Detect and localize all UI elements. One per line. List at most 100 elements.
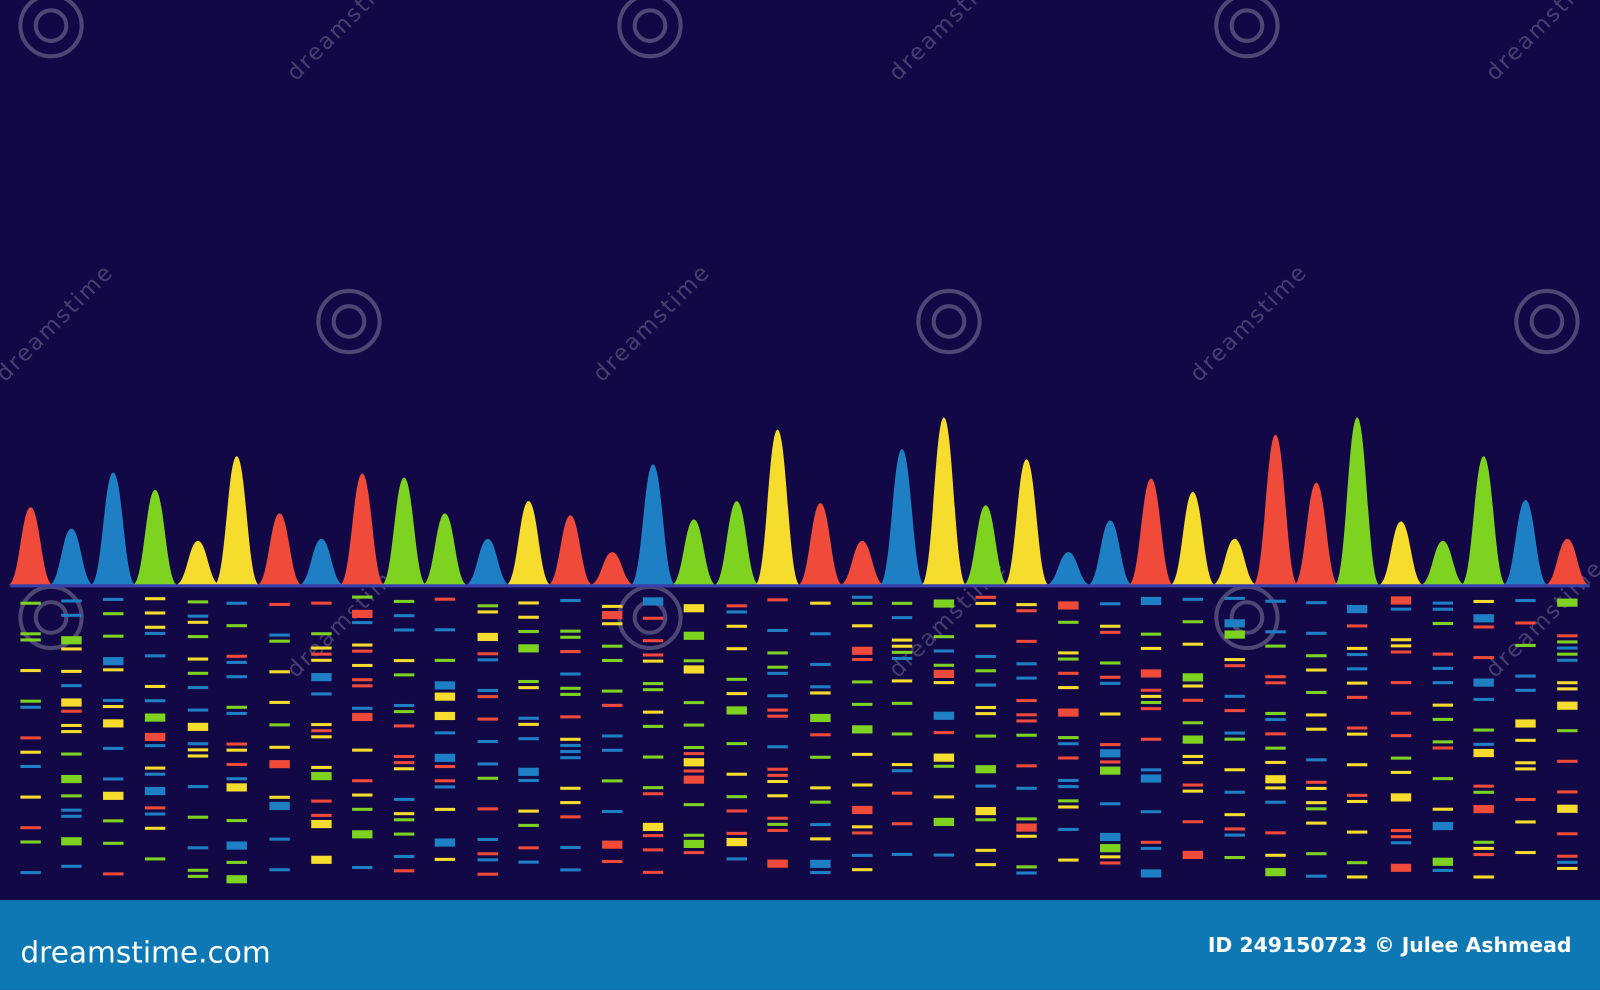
band (226, 777, 247, 781)
band (20, 736, 41, 740)
band (1557, 652, 1578, 656)
band (1306, 786, 1327, 790)
band (1390, 756, 1412, 760)
band (226, 860, 247, 864)
band (933, 649, 955, 653)
band (226, 601, 247, 605)
band (810, 691, 831, 695)
band (187, 748, 209, 752)
band (434, 838, 456, 847)
band (602, 622, 623, 626)
band (1346, 653, 1368, 657)
band (767, 816, 788, 820)
band (434, 764, 456, 769)
watermark-spiral (331, 304, 367, 339)
band (726, 857, 747, 861)
band (1265, 681, 1286, 685)
band (1224, 630, 1245, 639)
band (144, 812, 166, 816)
band (226, 705, 247, 709)
band (393, 818, 415, 822)
band (891, 852, 913, 856)
band (144, 611, 166, 615)
band (311, 658, 332, 662)
band (1224, 658, 1245, 662)
band (226, 762, 247, 766)
band (1140, 646, 1162, 650)
band (1346, 799, 1368, 804)
band (1182, 820, 1204, 824)
footer-credit: ID 249150723 © Julee Ashmead (1208, 933, 1572, 957)
band (187, 671, 209, 675)
band (975, 848, 996, 852)
band (1515, 674, 1536, 678)
peak (8, 507, 54, 585)
band (767, 628, 788, 633)
band (933, 817, 955, 826)
band (1058, 858, 1079, 862)
band (1306, 852, 1327, 856)
peak (797, 503, 843, 585)
watermark-spiral (1514, 288, 1580, 355)
band (269, 633, 290, 637)
band (726, 604, 747, 608)
band (1432, 821, 1454, 831)
band (810, 859, 831, 868)
band (891, 650, 913, 654)
band (1346, 624, 1368, 628)
band (1100, 844, 1121, 853)
band (187, 815, 209, 819)
watermark-spiral (1214, 0, 1280, 59)
band (1390, 607, 1412, 611)
band (1265, 732, 1286, 736)
band (1346, 875, 1368, 879)
band (726, 742, 747, 746)
band (187, 722, 209, 731)
band (61, 814, 82, 818)
band (1557, 598, 1578, 607)
band (767, 767, 788, 771)
band (1390, 711, 1412, 715)
band (1306, 668, 1327, 672)
band (933, 681, 955, 685)
band (1515, 761, 1536, 765)
band (352, 595, 373, 599)
band (103, 634, 124, 638)
band (144, 766, 166, 770)
band (311, 813, 332, 817)
watermark-spiral (931, 304, 967, 339)
band (767, 745, 788, 749)
band (852, 595, 873, 599)
band (1515, 688, 1536, 692)
band (726, 772, 747, 776)
band (1182, 620, 1204, 624)
band (1306, 780, 1327, 784)
band (767, 598, 788, 602)
band (1224, 855, 1245, 860)
band (226, 841, 247, 850)
band (1265, 599, 1286, 603)
band (311, 772, 332, 781)
band (103, 791, 124, 800)
watermark-spiral (617, 0, 683, 59)
watermark-spiral (33, 8, 69, 43)
band (1432, 740, 1454, 744)
band (1140, 669, 1162, 678)
band (1306, 821, 1327, 825)
band (1346, 695, 1368, 699)
band (1140, 869, 1162, 878)
band (1140, 596, 1162, 606)
band (1224, 790, 1245, 794)
band (602, 779, 623, 783)
watermark-spiral (632, 8, 668, 43)
band (187, 742, 209, 746)
band (144, 772, 166, 776)
band (144, 826, 166, 830)
band (683, 745, 705, 750)
band (767, 651, 788, 655)
band (602, 610, 623, 620)
band (810, 837, 831, 841)
band (602, 604, 623, 608)
band (1306, 631, 1327, 635)
